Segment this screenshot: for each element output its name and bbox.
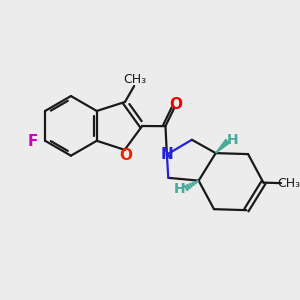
Text: H: H: [226, 133, 238, 147]
Text: O: O: [119, 148, 132, 163]
Text: N: N: [160, 147, 173, 162]
Polygon shape: [216, 140, 230, 153]
Text: H: H: [174, 182, 185, 197]
Text: CH₃: CH₃: [277, 177, 300, 190]
Text: CH₃: CH₃: [123, 73, 146, 86]
Text: F: F: [28, 134, 38, 149]
Text: O: O: [169, 98, 182, 112]
